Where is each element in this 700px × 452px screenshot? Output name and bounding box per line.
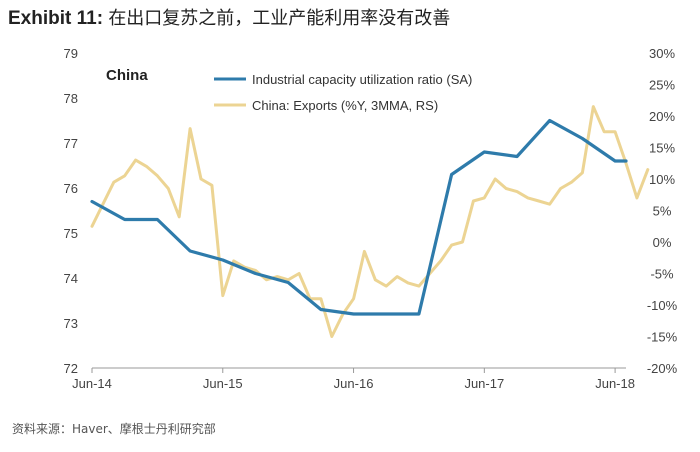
exhibit-number: Exhibit 11: bbox=[8, 8, 104, 29]
series-line-exports bbox=[90, 105, 650, 338]
y-right-tick-label: -15% bbox=[647, 330, 678, 345]
y-left-tick-label: 79 bbox=[64, 46, 78, 61]
x-tick-label: Jun-18 bbox=[595, 376, 635, 391]
legend-label: Industrial capacity utilization ratio (S… bbox=[252, 72, 472, 87]
y-left-tick-label: 77 bbox=[64, 136, 78, 151]
x-tick-label: Jun-17 bbox=[464, 376, 504, 391]
y-left-tick-label: 72 bbox=[64, 361, 78, 376]
y-right-tick-label: 30% bbox=[649, 46, 675, 61]
y-left-tick-label: 73 bbox=[64, 316, 78, 331]
panel-label: China bbox=[106, 67, 148, 84]
y-right-tick-label: -10% bbox=[647, 298, 678, 313]
series-line-capacity-utilization bbox=[90, 118, 628, 316]
y-right-tick-label: 10% bbox=[649, 172, 675, 187]
y-right-tick-label: 15% bbox=[649, 141, 675, 156]
y-left-tick-label: 78 bbox=[64, 91, 78, 106]
y-right-tick-label: 0% bbox=[653, 235, 672, 250]
chart-title-text: 在出口复苏之前，工业产能利用率没有改善 bbox=[108, 8, 451, 29]
legend-label: China: Exports (%Y, 3MMA, RS) bbox=[252, 98, 438, 113]
x-tick-label: Jun-14 bbox=[72, 376, 112, 391]
y-right-tick-label: 20% bbox=[649, 109, 675, 124]
y-left-tick-label: 74 bbox=[64, 271, 78, 286]
y-right-tick-label: 5% bbox=[653, 204, 672, 219]
chart-legend: Industrial capacity utilization ratio (S… bbox=[214, 72, 472, 113]
source-note: 资料来源：Haver、摩根士丹利研究部 bbox=[12, 422, 216, 436]
x-tick-label: Jun-15 bbox=[203, 376, 243, 391]
y-right-tick-label: -20% bbox=[647, 361, 678, 376]
y-left-tick-label: 75 bbox=[64, 226, 78, 241]
chart-axes: 72 73 74 75 76 77 78 79 -20% -15% -10% -5% 0% 5% 10% 15… bbox=[64, 46, 678, 391]
y-right-tick-label: -5% bbox=[650, 267, 674, 282]
y-right-tick-label: 25% bbox=[649, 78, 675, 93]
x-tick-label: Jun-16 bbox=[334, 376, 374, 391]
y-left-tick-label: 76 bbox=[64, 181, 78, 196]
chart-series bbox=[90, 105, 650, 338]
chart-title: Exhibit 11: 在出口复苏之前，工业产能利用率没有改善 bbox=[8, 4, 450, 30]
